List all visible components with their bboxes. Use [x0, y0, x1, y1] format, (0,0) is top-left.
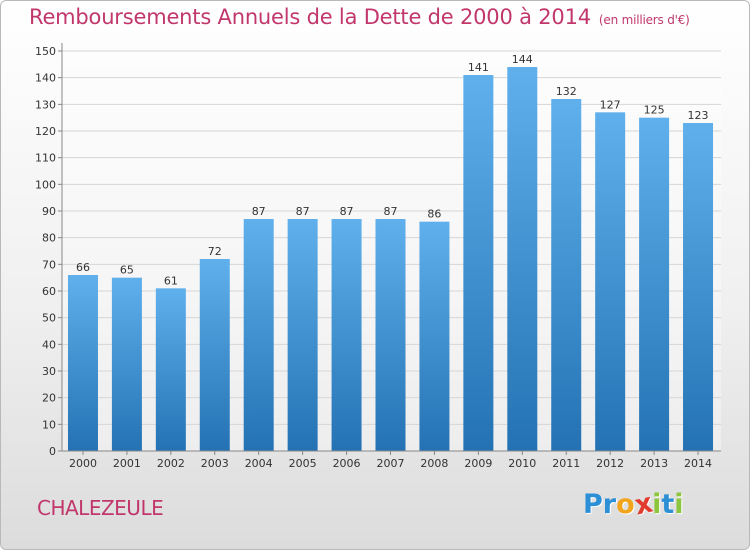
chart-title-text: Remboursements Annuels de la Dette de 20… — [29, 5, 591, 29]
commune-name: CHALEZEULE — [37, 496, 164, 520]
y-axis-ticks: 0 10 20 30 40 50 60 70 80 90 100 110 120 130 140 150 — [35, 45, 62, 458]
bar-2001 — [111, 277, 142, 451]
logo-letter: t — [661, 489, 675, 520]
data-label: 87 — [252, 205, 266, 218]
logo-letter: i — [674, 489, 684, 520]
y-tick-label: 100 — [35, 178, 56, 191]
data-label: 87 — [296, 205, 310, 218]
bar-2000 — [67, 275, 98, 451]
y-tick-label: 150 — [35, 45, 56, 58]
y-tick-label: 20 — [42, 392, 56, 405]
bar-2012 — [595, 112, 626, 451]
x-tick-label: 2010 — [508, 457, 536, 470]
x-tick-label: 2014 — [684, 457, 712, 470]
y-tick-label: 110 — [35, 152, 56, 165]
bar-2013 — [639, 117, 670, 452]
bar-2009 — [463, 75, 494, 451]
data-label: 132 — [556, 85, 577, 98]
data-label: 65 — [120, 264, 134, 277]
x-tick-label: 2005 — [289, 457, 317, 470]
bar-2006 — [331, 219, 362, 451]
chart-subtitle: (en milliers d'€) — [598, 13, 690, 27]
logo-letter: o — [616, 489, 635, 520]
bar-2002 — [155, 288, 186, 451]
data-label: 66 — [76, 261, 90, 274]
y-tick-label: 70 — [42, 258, 56, 271]
x-tick-label: 2008 — [420, 457, 448, 470]
data-label: 86 — [427, 208, 441, 221]
y-tick-label: 40 — [42, 338, 56, 351]
y-tick-label: 120 — [35, 125, 56, 138]
bar-2010 — [507, 67, 538, 451]
data-label: 87 — [340, 205, 354, 218]
logo-letter: P — [583, 489, 603, 520]
data-label: 144 — [512, 53, 533, 66]
y-tick-label: 90 — [42, 205, 56, 218]
data-label: 125 — [644, 104, 665, 117]
y-tick-label: 50 — [42, 312, 56, 325]
proxiti-logo: Proxiti — [583, 488, 684, 522]
bar-2008 — [419, 221, 450, 451]
logo-letter: i — [652, 489, 662, 520]
data-label: 87 — [384, 205, 398, 218]
x-tick-label: 2012 — [596, 457, 624, 470]
bar-2007 — [375, 219, 406, 451]
y-tick-label: 130 — [35, 98, 56, 111]
x-tick-label: 2009 — [464, 457, 492, 470]
y-tick-label: 30 — [42, 365, 56, 378]
y-tick-label: 60 — [42, 285, 56, 298]
bar-2011 — [551, 99, 582, 451]
x-tick-label: 2004 — [245, 457, 273, 470]
bars — [67, 67, 714, 452]
bar-2004 — [243, 219, 274, 451]
bar-2014 — [683, 123, 714, 451]
x-tick-label: 2001 — [113, 457, 141, 470]
data-labels: 66 65 61 72 87 87 87 87 86 141 144 132 127 125 123 — [76, 53, 709, 287]
data-label: 72 — [208, 245, 222, 258]
y-tick-label: 80 — [42, 232, 56, 245]
data-label: 127 — [600, 98, 621, 111]
x-tick-label: 2002 — [157, 457, 185, 470]
bar-2005 — [287, 219, 318, 451]
x-tick-label: 2013 — [640, 457, 668, 470]
x-tick-label: 2000 — [69, 457, 97, 470]
x-tick-label: 2011 — [552, 457, 580, 470]
data-label: 123 — [688, 109, 709, 122]
x-tick-label: 2003 — [201, 457, 229, 470]
x-tick-label: 2007 — [377, 457, 405, 470]
data-label: 61 — [164, 274, 178, 287]
x-axis-ticks: 2000 2001 2002 2003 2004 2005 2006 2007 2008 2009… — [69, 451, 712, 470]
y-tick-label: 0 — [49, 445, 56, 458]
chart-title: Remboursements Annuels de la Dette de 20… — [29, 5, 690, 29]
data-label: 141 — [468, 61, 489, 74]
logo-letter: r — [602, 489, 617, 520]
y-tick-label: 10 — [42, 418, 56, 431]
y-tick-label: 140 — [35, 72, 56, 85]
bar-2003 — [199, 259, 230, 451]
x-tick-label: 2006 — [333, 457, 361, 470]
